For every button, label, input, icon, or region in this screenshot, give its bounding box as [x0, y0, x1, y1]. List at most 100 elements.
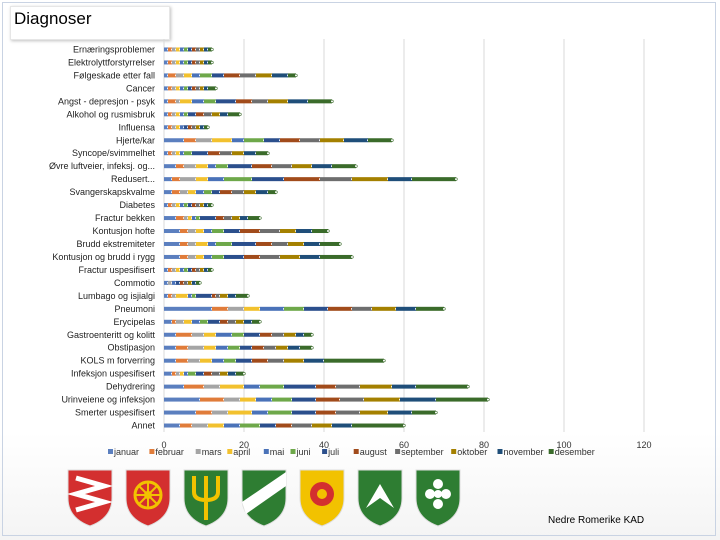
bar-marker-desember — [350, 255, 354, 259]
bar-januar — [164, 306, 212, 311]
bar-februar — [168, 112, 172, 117]
bar-mars — [180, 177, 196, 182]
bar-marker-desember — [390, 138, 394, 142]
bar-august — [192, 86, 196, 91]
bar-juli — [176, 280, 180, 285]
bar-juni — [192, 293, 196, 298]
bar-februar — [168, 125, 172, 130]
bar-august — [280, 138, 300, 143]
legend-label-januar: januar — [113, 447, 139, 457]
category-label: Brudd ekstremiteter — [76, 239, 155, 249]
bar-april — [180, 99, 192, 104]
bar-mars — [184, 216, 188, 221]
bar-desember — [196, 280, 200, 285]
bar-februar — [172, 319, 176, 324]
bar-januar — [164, 216, 176, 221]
bar-august — [252, 164, 272, 169]
bar-september — [292, 423, 312, 428]
category-label: Commotio — [114, 278, 155, 288]
bar-marker-desember — [274, 190, 278, 194]
bar-juli — [264, 138, 280, 143]
bar-mars — [212, 410, 228, 415]
bar-marker-desember — [382, 359, 386, 363]
bar-juni — [224, 177, 252, 182]
bar-juli — [216, 99, 236, 104]
bar-april — [188, 216, 192, 221]
category-label: Ernæringsproblemer — [73, 44, 155, 54]
legend-label-november: november — [504, 447, 544, 457]
bar-november — [200, 125, 204, 130]
bar-januar — [164, 177, 172, 182]
category-label: Svangerskapskvalme — [69, 187, 155, 197]
category-label: Redusert... — [111, 174, 155, 184]
legend-swatch-juni — [290, 449, 296, 454]
bar-mars — [204, 384, 220, 389]
bar-desember — [320, 241, 340, 246]
bar-november — [304, 358, 324, 363]
bar-februar — [172, 371, 176, 376]
bar-september — [196, 60, 200, 65]
bar-november — [388, 177, 412, 182]
bar-mars — [184, 164, 196, 169]
bar-oktober — [360, 410, 388, 415]
bar-april — [196, 177, 208, 182]
category-label: Pneumoni — [114, 304, 155, 314]
bar-marker-desember — [206, 125, 210, 129]
bar-desember — [208, 60, 212, 65]
bar-juli — [196, 371, 204, 376]
bar-oktober — [188, 280, 192, 285]
bar-august — [192, 60, 196, 65]
bar-juli — [284, 384, 316, 389]
bar-desember — [352, 423, 404, 428]
bar-mars — [172, 60, 176, 65]
bar-september — [196, 86, 200, 91]
bar-august — [216, 216, 224, 221]
bar-mai — [188, 293, 192, 298]
bar-mai — [204, 229, 212, 234]
category-label: Angst - depresjon - psyk — [58, 96, 156, 106]
bar-april — [212, 138, 232, 143]
bar-september — [216, 293, 220, 298]
bar-august — [188, 125, 192, 130]
bar-februar — [168, 47, 172, 52]
bar-mars — [172, 125, 176, 130]
bar-november — [288, 99, 308, 104]
bar-september — [232, 190, 244, 195]
legend-label-juni: juni — [296, 447, 311, 457]
bar-april — [176, 267, 180, 272]
bar-februar — [176, 332, 192, 337]
bar-november — [312, 164, 332, 169]
bar-januar — [164, 254, 180, 259]
coat-of-arms-4 — [241, 469, 287, 527]
bar-juni — [260, 384, 284, 389]
bar-desember — [208, 267, 212, 272]
legend-label-februar: februar — [155, 447, 184, 457]
bar-oktober — [200, 47, 204, 52]
bar-mars — [172, 293, 176, 298]
bar-januar — [164, 190, 172, 195]
bar-juli — [192, 151, 208, 156]
bar-mai — [180, 47, 184, 52]
bar-februar — [200, 397, 224, 402]
bar-januar — [164, 86, 168, 91]
bar-september — [336, 410, 360, 415]
bar-juni — [216, 164, 228, 169]
bar-marker-desember — [214, 86, 218, 90]
coat-of-arms-2 — [125, 469, 171, 527]
bar-september — [336, 384, 360, 389]
bar-mars — [172, 112, 176, 117]
bar-februar — [196, 410, 212, 415]
bar-februar — [180, 241, 188, 246]
bar-oktober — [320, 138, 344, 143]
bar-januar — [164, 138, 184, 143]
bar-marker-desember — [294, 73, 298, 78]
bar-august — [276, 423, 292, 428]
bar-april — [200, 358, 212, 363]
bar-november — [332, 423, 352, 428]
bar-mars — [196, 138, 212, 143]
bar-juli — [252, 177, 284, 182]
bar-november — [244, 151, 256, 156]
category-label: Fractur bekken — [95, 213, 155, 223]
